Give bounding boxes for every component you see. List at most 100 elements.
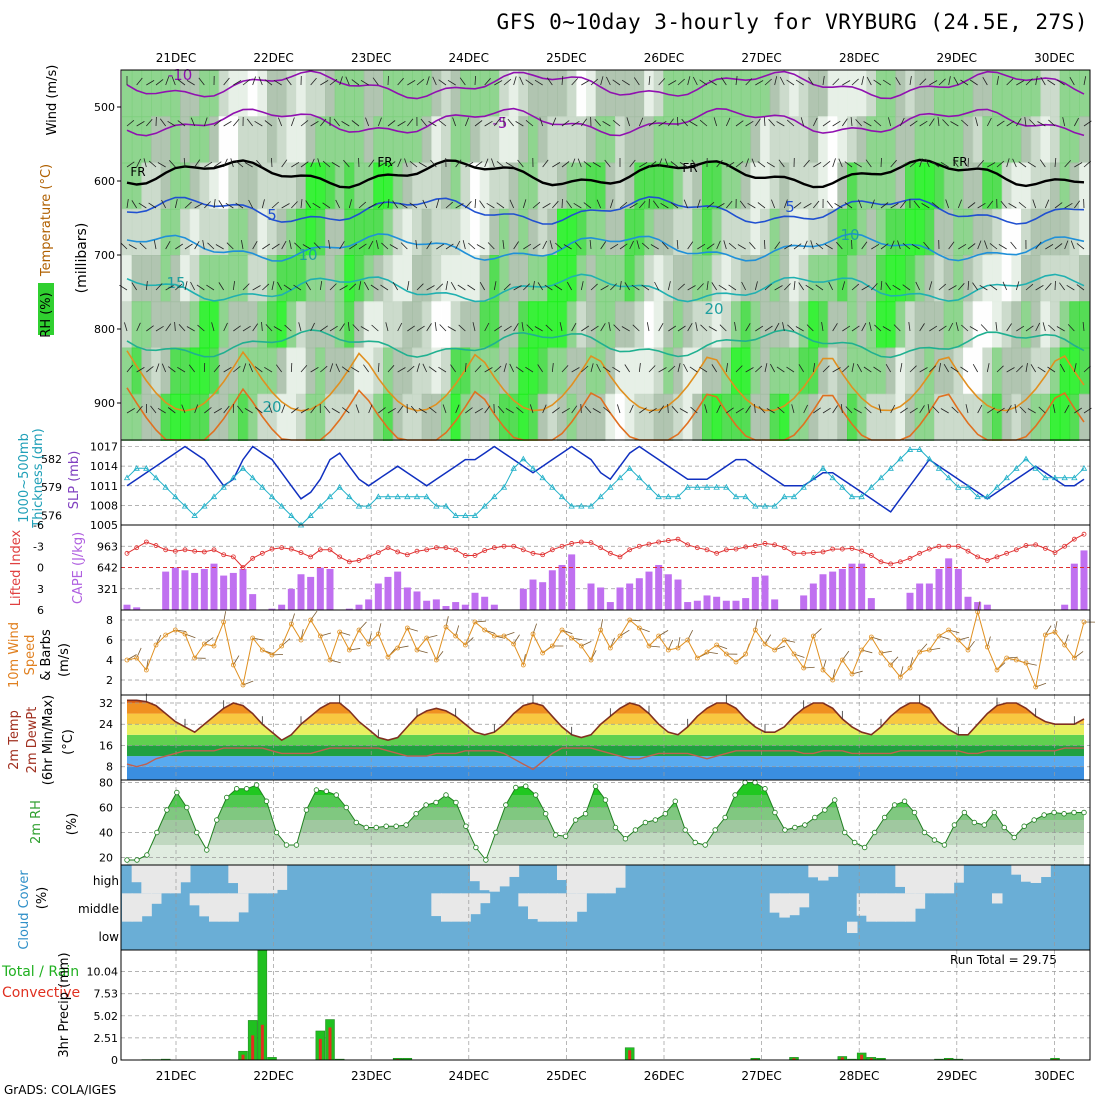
rh-cell	[1011, 208, 1022, 256]
wind-barb	[784, 283, 791, 291]
wind-barb	[458, 324, 466, 332]
rh-cell	[953, 347, 964, 395]
rh-cell	[238, 255, 249, 303]
rh-cell	[267, 70, 278, 118]
wind-barb	[631, 284, 640, 291]
rh-cell	[218, 208, 230, 256]
wind-barb	[948, 322, 954, 332]
thickness-marker	[423, 493, 430, 500]
cape-bar	[548, 570, 556, 610]
wind-barb	[345, 76, 350, 86]
wind-barb	[442, 404, 447, 414]
wind-barb	[1066, 284, 1075, 291]
wind-barb	[948, 241, 955, 250]
wind-barb	[1056, 326, 1065, 332]
cloud-clear-cell	[199, 893, 210, 917]
wind-speed-marker	[598, 627, 604, 633]
rh-cell	[218, 255, 230, 303]
rh-cell	[818, 116, 829, 164]
cloud-clear-cell	[885, 893, 897, 922]
wind-barb	[822, 407, 831, 414]
wind-barb	[235, 202, 244, 209]
rh-cell	[760, 208, 771, 256]
rh-cell	[354, 208, 365, 256]
rh-marker	[204, 847, 210, 853]
rh-marker	[842, 829, 848, 836]
rh-cell	[160, 70, 172, 118]
thickness-marker	[510, 465, 517, 471]
rh-cell	[383, 208, 394, 256]
rh-cell	[383, 162, 394, 210]
wind-barb	[803, 203, 812, 209]
rh-cell	[460, 116, 471, 164]
rh-cell	[470, 116, 481, 164]
cape-bar	[181, 570, 189, 610]
rh-cell	[296, 301, 307, 349]
wind-barb	[213, 161, 222, 168]
cape-bar	[442, 606, 450, 610]
rh2m-axis-label-1: 2m RH	[29, 800, 44, 844]
li-marker	[501, 543, 507, 549]
rh-cell	[296, 208, 307, 256]
rh-cell	[392, 208, 404, 256]
contour-label: 5	[267, 206, 277, 224]
li-marker	[250, 555, 256, 561]
wind-barb	[165, 323, 172, 332]
wind-barb	[793, 202, 802, 209]
wind-barb	[305, 282, 312, 291]
rh-marker	[154, 829, 160, 836]
li-marker	[733, 546, 739, 552]
wind-barb	[400, 242, 408, 250]
rh-cell	[354, 116, 365, 164]
wind-barb	[422, 199, 428, 209]
rh-cell	[972, 255, 984, 303]
contour-label: FR	[130, 165, 145, 179]
rh-cell	[769, 255, 781, 303]
wind-barb	[194, 159, 201, 168]
wind-barb	[822, 76, 825, 86]
rh-cell	[160, 347, 172, 395]
cloud-clear-cell	[992, 893, 1003, 904]
cloud-clear-cell	[914, 893, 926, 909]
rh-cell	[1040, 70, 1051, 118]
cape-bar	[751, 576, 759, 610]
wind-speed-marker	[994, 667, 1000, 673]
wind-barb	[378, 161, 387, 168]
wind-barb	[310, 158, 315, 168]
wind-barb	[378, 201, 385, 209]
precip-convective-bar	[628, 1050, 632, 1060]
rh-cell	[315, 162, 326, 210]
wind-speed-marker	[259, 647, 265, 653]
rh-cell	[354, 255, 365, 303]
li-marker	[134, 545, 140, 551]
wind-barb	[204, 201, 211, 209]
wind-barb	[438, 120, 447, 127]
wind-barb	[977, 404, 983, 414]
rh-cell	[963, 208, 974, 256]
cape-bar	[365, 599, 373, 610]
rh-cell	[528, 116, 539, 164]
rh-cell	[1011, 347, 1022, 395]
wind-barb	[165, 76, 170, 86]
wind-barb	[378, 407, 386, 414]
li-marker	[211, 547, 217, 553]
slp-tick-label: 1005	[90, 519, 118, 532]
wind-speed-marker	[936, 633, 942, 639]
rh-cell	[1021, 255, 1032, 303]
wind-speed-marker	[433, 657, 439, 663]
wind-barb	[177, 79, 186, 86]
wind-barb	[452, 117, 457, 127]
wind-barb	[779, 76, 785, 86]
rh-marker	[353, 819, 359, 826]
rh-cell	[334, 393, 346, 441]
wind-barb	[389, 244, 398, 250]
rh-cell	[595, 162, 607, 210]
wind-barb	[1035, 322, 1041, 332]
wind-barb	[1074, 200, 1081, 209]
wind-barb	[699, 119, 708, 127]
rh-cell	[566, 347, 578, 395]
rh-cell	[141, 208, 152, 256]
li-marker	[714, 550, 720, 556]
wind-barb	[1054, 280, 1056, 291]
cape-bar	[587, 583, 595, 610]
